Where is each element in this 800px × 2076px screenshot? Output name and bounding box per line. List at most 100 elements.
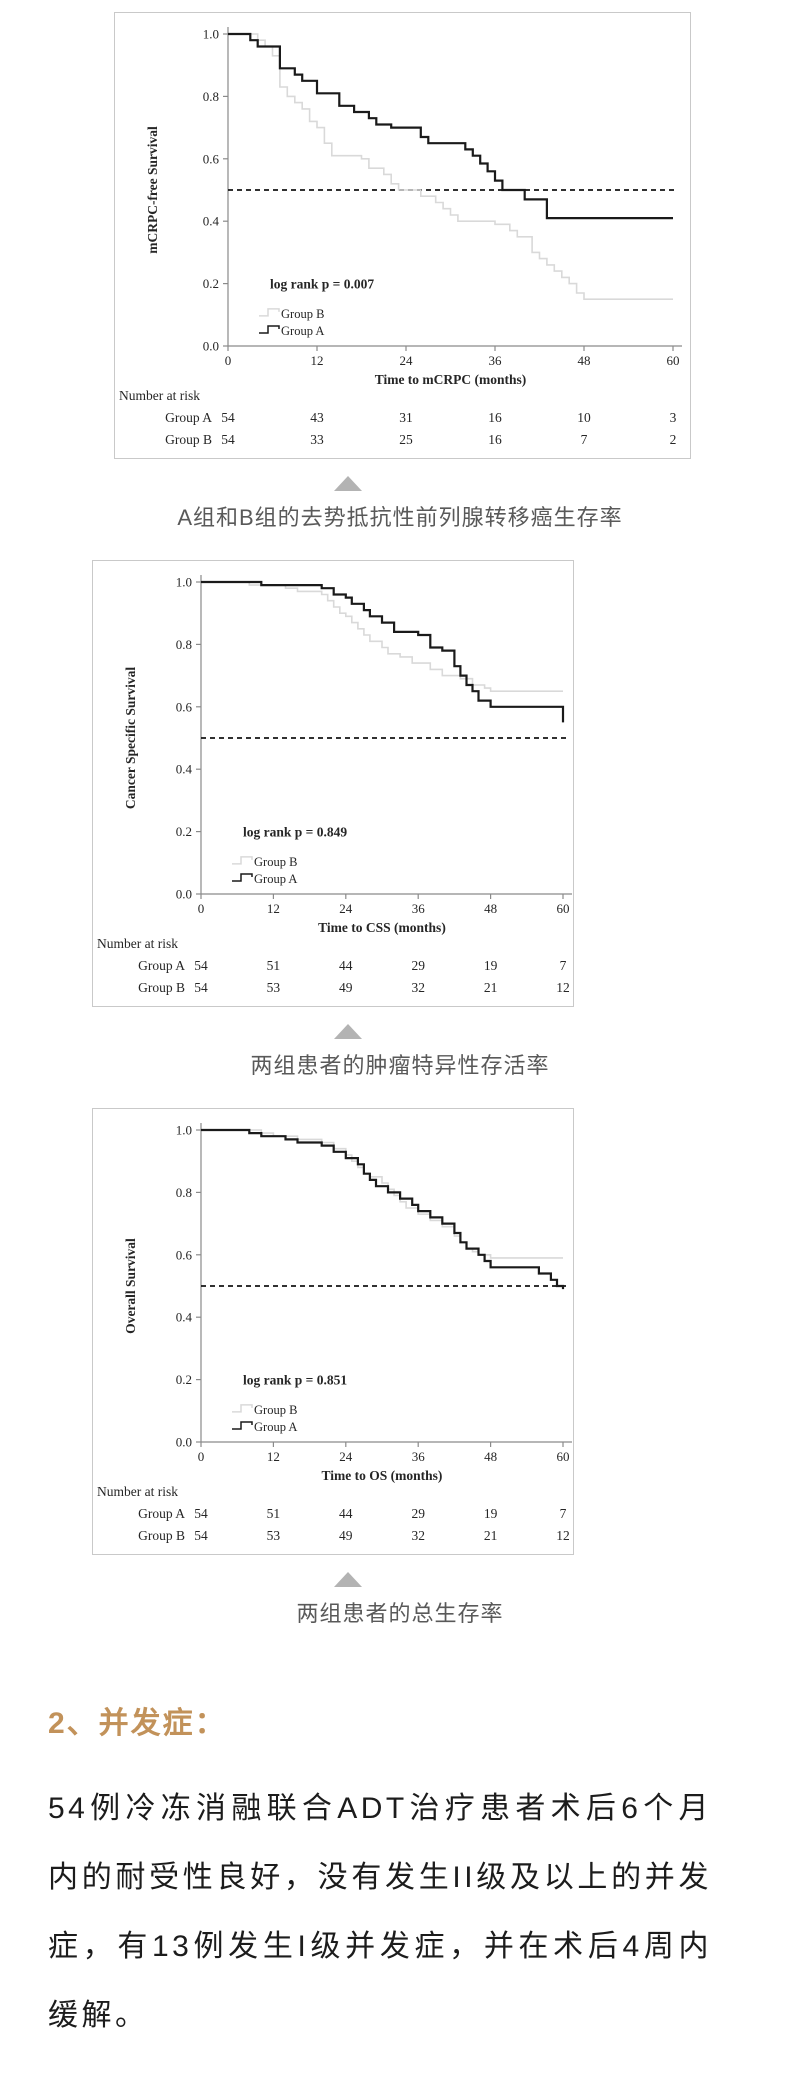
svg-text:log rank p = 0.007: log rank p = 0.007	[270, 277, 374, 292]
svg-text:49: 49	[339, 1528, 353, 1543]
svg-text:51: 51	[267, 958, 281, 973]
figure-block-mcrpc: 0.0 0.2 0.4 0.6 0.8 1.0 0 12 24 36 48 60 log rank p …	[0, 12, 800, 532]
svg-text:32: 32	[411, 980, 425, 995]
km-chart-mcrpc-survival: 0.0 0.2 0.4 0.6 0.8 1.0 0 12 24 36 48 60 log rank p …	[119, 27, 682, 447]
svg-text:21: 21	[484, 980, 498, 995]
svg-text:Group A: Group A	[281, 324, 324, 338]
svg-text:0.8: 0.8	[203, 89, 219, 104]
svg-text:7: 7	[560, 958, 567, 973]
svg-text:49: 49	[339, 980, 353, 995]
svg-text:32: 32	[411, 1528, 425, 1543]
svg-text:7: 7	[581, 432, 588, 447]
svg-text:48: 48	[484, 1449, 497, 1464]
svg-text:0.8: 0.8	[176, 637, 192, 652]
figure-block-os: 0.0 0.2 0.4 0.6 0.8 1.0 0 12 24 36 48 60 log rank p …	[0, 1108, 800, 1628]
svg-text:Group B: Group B	[254, 855, 297, 869]
svg-text:12: 12	[556, 1528, 570, 1543]
triangle-up-icon	[334, 1572, 362, 1587]
svg-text:24: 24	[339, 901, 353, 916]
svg-text:29: 29	[411, 958, 425, 973]
svg-text:0.4: 0.4	[176, 1310, 193, 1325]
svg-text:0.0: 0.0	[176, 1435, 192, 1450]
svg-text:54: 54	[194, 1506, 208, 1521]
svg-text:24: 24	[400, 353, 414, 368]
svg-text:0.0: 0.0	[203, 339, 219, 354]
svg-text:12: 12	[311, 353, 324, 368]
svg-text:Time to mCRPC (months): Time to mCRPC (months)	[375, 372, 527, 387]
km-figure-css: 0.0 0.2 0.4 0.6 0.8 1.0 0 12 24 36 48 60 log rank p …	[92, 560, 574, 1007]
svg-text:0.4: 0.4	[176, 762, 193, 777]
svg-text:0.6: 0.6	[176, 699, 193, 714]
svg-text:log rank p = 0.851: log rank p = 0.851	[243, 1373, 347, 1388]
svg-text:36: 36	[412, 1449, 426, 1464]
svg-text:log rank p = 0.849: log rank p = 0.849	[243, 825, 347, 840]
svg-text:54: 54	[194, 958, 208, 973]
svg-text:29: 29	[411, 1506, 425, 1521]
svg-text:0.2: 0.2	[176, 824, 192, 839]
svg-text:Time to CSS (months): Time to CSS (months)	[318, 920, 446, 935]
svg-text:0.2: 0.2	[203, 276, 219, 291]
svg-text:48: 48	[578, 353, 591, 368]
svg-text:Cancer Specific Survival: Cancer Specific Survival	[123, 667, 138, 809]
svg-text:44: 44	[339, 1506, 353, 1521]
svg-text:53: 53	[267, 1528, 281, 1543]
svg-text:24: 24	[339, 1449, 353, 1464]
svg-text:Overall Survival: Overall Survival	[123, 1238, 138, 1334]
svg-text:0.6: 0.6	[176, 1247, 193, 1262]
complications-section: 2、并发症： 54例冷冻消融联合ADT治疗患者术后6个月内的耐受性良好，没有发生…	[0, 1698, 800, 2076]
figure-caption-os: 两组患者的总生存率	[296, 1601, 504, 1626]
km-chart-cancer-specific-survival: 0.0 0.2 0.4 0.6 0.8 1.0 0 12 24 36 48 60 log rank p …	[97, 575, 572, 995]
svg-text:Group A: Group A	[254, 872, 297, 886]
svg-text:60: 60	[557, 901, 570, 916]
svg-text:60: 60	[557, 1449, 570, 1464]
svg-text:0.2: 0.2	[176, 1372, 192, 1387]
svg-text:12: 12	[267, 1449, 280, 1464]
svg-text:54: 54	[194, 980, 208, 995]
figure-caption-mcrpc: A组和B组的去势抵抗性前列腺转移癌生存率	[177, 505, 623, 530]
svg-text:3: 3	[670, 410, 677, 425]
svg-text:1.0: 1.0	[203, 27, 219, 42]
svg-text:0: 0	[225, 353, 232, 368]
svg-text:Group A: Group A	[138, 958, 185, 973]
svg-text:19: 19	[484, 1506, 498, 1521]
svg-text:25: 25	[399, 432, 413, 447]
svg-text:12: 12	[556, 980, 570, 995]
svg-text:Group B: Group B	[254, 1403, 297, 1417]
svg-text:0.4: 0.4	[203, 214, 220, 229]
svg-text:44: 44	[339, 958, 353, 973]
section-paragraph: 54例冷冻消融联合ADT治疗患者术后6个月内的耐受性良好，没有发生II级及以上的…	[48, 1792, 712, 2032]
svg-text:Group A: Group A	[165, 410, 212, 425]
svg-text:Group B: Group B	[281, 307, 324, 321]
svg-text:19: 19	[484, 958, 498, 973]
svg-text:54: 54	[221, 410, 235, 425]
km-figure-os: 0.0 0.2 0.4 0.6 0.8 1.0 0 12 24 36 48 60 log rank p …	[92, 1108, 574, 1555]
svg-text:16: 16	[488, 432, 502, 447]
svg-text:Number at risk: Number at risk	[119, 388, 200, 403]
figure-block-css: 0.0 0.2 0.4 0.6 0.8 1.0 0 12 24 36 48 60 log rank p …	[0, 560, 800, 1080]
svg-text:36: 36	[412, 901, 426, 916]
svg-text:Number at risk: Number at risk	[97, 1484, 178, 1499]
svg-text:0: 0	[198, 1449, 205, 1464]
svg-text:0.6: 0.6	[203, 151, 220, 166]
svg-text:31: 31	[399, 410, 413, 425]
svg-text:10: 10	[577, 410, 591, 425]
svg-text:43: 43	[310, 410, 324, 425]
km-figure-mcrpc: 0.0 0.2 0.4 0.6 0.8 1.0 0 12 24 36 48 60 log rank p …	[114, 12, 691, 459]
km-chart-overall-survival: 0.0 0.2 0.4 0.6 0.8 1.0 0 12 24 36 48 60 log rank p …	[97, 1123, 572, 1543]
svg-text:33: 33	[310, 432, 324, 447]
svg-text:53: 53	[267, 980, 281, 995]
svg-text:Time to OS (months): Time to OS (months)	[322, 1468, 443, 1483]
svg-text:60: 60	[667, 353, 680, 368]
svg-text:Group B: Group B	[165, 432, 212, 447]
svg-text:Group A: Group A	[254, 1420, 297, 1434]
svg-text:1.0: 1.0	[176, 1123, 192, 1138]
svg-text:0: 0	[198, 901, 205, 916]
svg-text:54: 54	[221, 432, 235, 447]
svg-text:0.8: 0.8	[176, 1185, 192, 1200]
svg-text:0.0: 0.0	[176, 887, 192, 902]
figure-caption-css: 两组患者的肿瘤特异性存活率	[250, 1053, 550, 1078]
svg-text:Number at risk: Number at risk	[97, 936, 178, 951]
svg-text:54: 54	[194, 1528, 208, 1543]
svg-text:mCRPC-free Survival: mCRPC-free Survival	[145, 126, 160, 254]
